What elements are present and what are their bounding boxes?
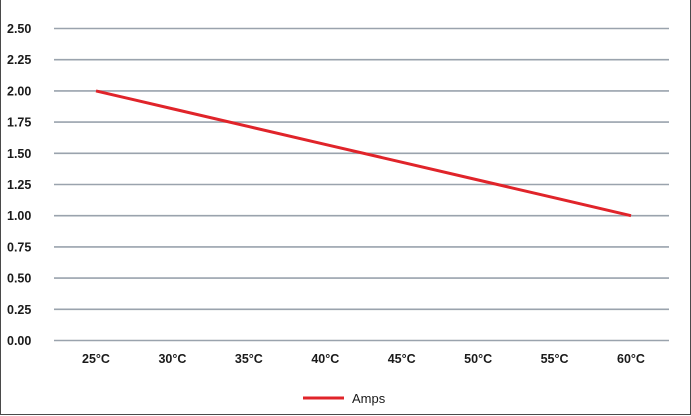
series-line-amps — [95, 89, 632, 218]
y-tick-label: 2.25 — [7, 53, 31, 67]
x-tick-label: 40°C — [311, 352, 339, 366]
y-tick-label: 0.25 — [7, 303, 31, 317]
legend-label-amps: Amps — [352, 391, 386, 406]
gridlines — [54, 27, 669, 342]
x-tick-label: 45°C — [388, 352, 416, 366]
x-tick-label: 55°C — [541, 352, 569, 366]
y-axis-tick-labels: 0.00 0.25 0.50 0.75 1.00 1.25 1.50 1.75 2.00 2.25… — [7, 22, 31, 348]
y-tick-label: 2.00 — [7, 84, 31, 98]
y-tick-label: 0.00 — [7, 334, 31, 348]
y-tick-label: 0.50 — [7, 272, 31, 286]
x-tick-label: 60°C — [617, 352, 645, 366]
x-tick-label: 30°C — [158, 352, 186, 366]
legend: Amps — [303, 391, 386, 406]
y-tick-label: 1.50 — [7, 147, 31, 161]
x-tick-label: 25°C — [82, 352, 110, 366]
series-lines — [95, 89, 632, 218]
x-tick-label: 50°C — [464, 352, 492, 366]
y-tick-label: 1.75 — [7, 116, 31, 130]
x-axis-tick-labels: 25°C 30°C 35°C 40°C 45°C 50°C 55°C 60°C — [82, 352, 645, 366]
y-tick-label: 1.00 — [7, 209, 31, 223]
y-tick-label: 1.25 — [7, 178, 31, 192]
y-tick-label: 0.75 — [7, 240, 31, 254]
y-tick-label: 2.50 — [7, 22, 31, 36]
x-tick-label: 35°C — [235, 352, 263, 366]
